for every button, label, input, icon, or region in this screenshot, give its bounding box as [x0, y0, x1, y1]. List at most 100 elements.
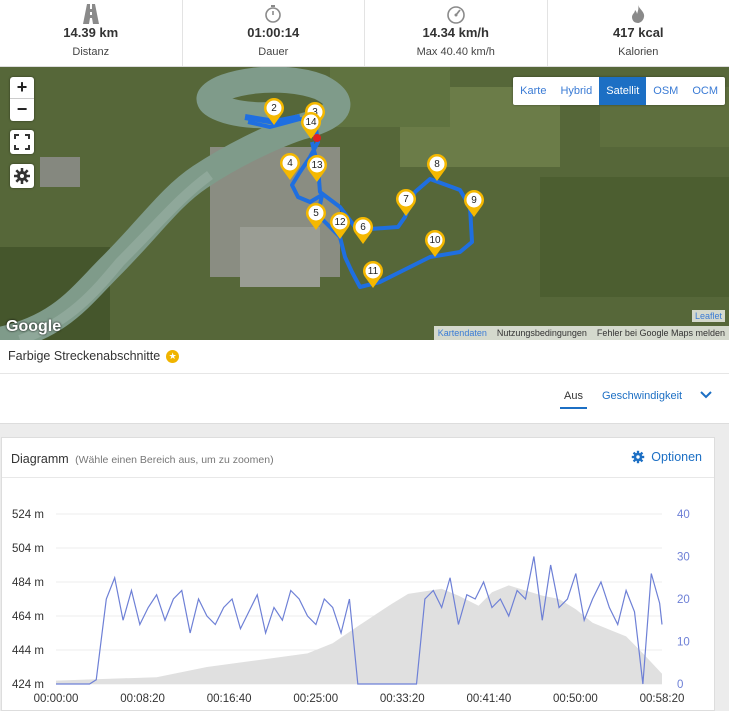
x-tick-label: 00:41:40 — [466, 693, 511, 705]
stat-duration: 01:00:14 Dauer — [183, 0, 365, 66]
x-tick-label: 00:25:00 — [293, 693, 338, 705]
marker-number: 8 — [434, 159, 440, 170]
chart-title: Diagramm — [11, 452, 69, 466]
stat-label: Kalorien — [618, 46, 659, 58]
map-marker[interactable]: 2 — [263, 98, 285, 126]
chart-panel-title: Diagramm (Wähle einen Bereich aus, um zu… — [11, 452, 274, 466]
marker-number: 4 — [287, 158, 293, 169]
report-error-link[interactable]: Fehler bei Google Maps melden — [596, 328, 725, 338]
y-right-tick-label: 20 — [677, 594, 690, 606]
stat-value: 14.39 km — [63, 25, 119, 40]
chart-subtitle: (Wähle einen Bereich aus, um zu zoomen) — [75, 454, 274, 466]
stat-label: Max 40.40 km/h — [416, 46, 495, 58]
y-left-tick-label: 504 m — [12, 543, 44, 555]
route-track — [244, 114, 474, 289]
map-marker[interactable]: 9 — [463, 190, 485, 218]
marker-number: 13 — [311, 160, 323, 171]
fullscreen-icon — [14, 134, 30, 150]
options-button[interactable]: Optionen — [631, 450, 702, 464]
page-gutter — [715, 437, 729, 711]
chart-header: Diagramm (Wähle einen Bereich aus, um zu… — [2, 438, 714, 478]
marker-number: 2 — [271, 103, 277, 114]
marker-number: 7 — [403, 194, 409, 205]
elevation-area — [56, 585, 662, 684]
layer-satellit[interactable]: Satellit — [599, 77, 647, 105]
map-data-link[interactable]: Kartendaten — [437, 328, 487, 338]
map-marker[interactable]: 11 — [362, 261, 384, 289]
map-marker[interactable]: 8 — [426, 154, 448, 182]
options-label: Optionen — [651, 450, 702, 464]
marker-number: 11 — [367, 266, 379, 277]
marker-number: 3 — [312, 107, 318, 118]
map-marker[interactable]: 6 — [352, 217, 374, 245]
stat-distance: 14.39 km Distanz — [0, 0, 183, 66]
y-left-tick-label: 464 m — [12, 611, 44, 623]
marker-number: 5 — [313, 208, 319, 219]
y-left-tick-label: 484 m — [12, 577, 44, 589]
chevron-down-icon[interactable] — [699, 388, 713, 402]
map-marker[interactable]: 10 — [424, 230, 446, 258]
layer-karte[interactable]: Karte — [520, 85, 547, 97]
stat-label: Dauer — [258, 46, 289, 58]
x-tick-label: 00:33:20 — [380, 693, 425, 705]
x-tick-label: 00:58:20 — [640, 693, 685, 705]
stat-label: Distanz — [72, 46, 110, 58]
fullscreen-button[interactable] — [10, 130, 34, 154]
layer-ocm[interactable]: OCM — [692, 85, 718, 97]
chart-panel: Diagramm (Wähle einen Bereich aus, um zu… — [1, 437, 715, 711]
stopwatch-icon — [183, 4, 365, 24]
satellite-imagery — [0, 67, 729, 340]
speed-line — [56, 556, 663, 685]
segments-title: Farbige Streckenabschnitte — [8, 349, 161, 363]
layer-osm[interactable]: OSM — [653, 85, 679, 97]
map-marker[interactable]: 7 — [395, 189, 417, 217]
speedometer-icon — [365, 4, 547, 24]
y-right-tick-label: 0 — [677, 679, 683, 691]
map-marker[interactable]: 14 — [300, 112, 322, 140]
gear-icon — [632, 450, 645, 464]
zoom-control: + − — [10, 77, 34, 121]
panel-title: Farbige Streckenabschnitte ★ — [8, 349, 180, 363]
marker-number: 14 — [305, 117, 317, 128]
y-right-tick-label: 40 — [677, 509, 690, 521]
marker-number: 10 — [429, 235, 441, 246]
x-tick-label: 00:08:20 — [120, 693, 165, 705]
gear-icon — [14, 168, 30, 184]
y-right-tick-label: 10 — [677, 637, 690, 649]
layer-switcher: Karte Hybrid Satellit OSM OCM — [513, 77, 725, 105]
flame-icon — [548, 4, 729, 24]
x-tick-label: 00:50:00 — [553, 693, 598, 705]
y-left-tick-label: 524 m — [12, 509, 44, 521]
stat-value: 01:00:14 — [247, 25, 300, 40]
y-left-tick-label: 444 m — [12, 645, 44, 657]
map-attribution: Kartendaten Nutzungsbedingungen Fehler b… — [433, 326, 729, 340]
map-marker[interactable]: 4 — [279, 153, 301, 181]
x-tick-label: 00:00:00 — [34, 693, 79, 705]
settings-button[interactable] — [10, 164, 34, 188]
divider — [0, 373, 729, 374]
stats-bar: 14.39 km Distanz 01:00:14 Dauer 14.34 km… — [0, 0, 729, 67]
stat-value: 417 kcal — [612, 25, 664, 40]
colored-segments-panel: Farbige Streckenabschnitte ★ Aus Geschwi… — [0, 340, 729, 424]
marker-number: 12 — [334, 217, 346, 228]
leaflet-link[interactable]: Leaflet — [691, 310, 725, 322]
stat-value: 14.34 km/h — [422, 25, 490, 40]
terms-link[interactable]: Nutzungsbedingungen — [496, 328, 587, 338]
x-tick-label: 00:16:40 — [207, 693, 252, 705]
map-marker[interactable]: 12 — [329, 212, 351, 240]
layer-hybrid[interactable]: Hybrid — [560, 85, 593, 97]
map-view[interactable]: 2 3 14 4 13 5 12 6 7 8 9 10 — [0, 67, 729, 340]
map-marker[interactable]: 13 — [306, 155, 328, 183]
zoom-out-button[interactable]: − — [16, 99, 28, 119]
zoom-in-button[interactable]: + — [10, 77, 34, 99]
y-left-tick-label: 424 m — [12, 679, 44, 691]
star-icon: ★ — [166, 349, 180, 363]
map-marker[interactable]: 5 — [305, 203, 327, 231]
option-geschwindigkeit[interactable]: Geschwindigkeit — [602, 390, 683, 402]
marker-number: 6 — [360, 222, 366, 233]
y-right-tick-label: 30 — [677, 552, 690, 564]
option-aus[interactable]: Aus — [560, 390, 587, 409]
road-icon — [0, 4, 182, 24]
google-logo: Google — [6, 318, 62, 335]
